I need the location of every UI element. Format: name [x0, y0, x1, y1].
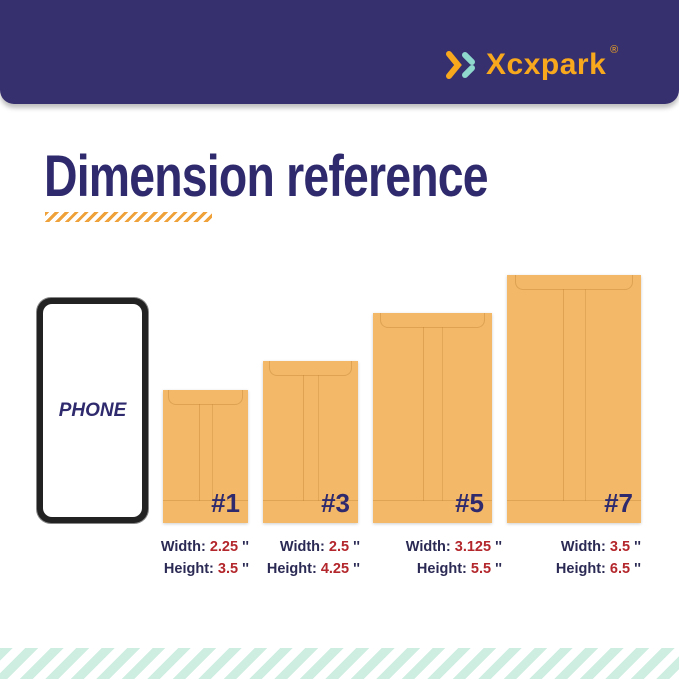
- dimensions-1: Width: 2.25 '' Height: 3.5 '': [160, 539, 249, 577]
- title-underline: [45, 212, 212, 222]
- envelope-number: #5: [455, 488, 484, 518]
- phone-illustration: PHONE: [37, 298, 148, 523]
- envelope-3: #3: [263, 361, 358, 523]
- page-title: Dimension reference: [44, 144, 489, 209]
- phone-label: PHONE: [58, 399, 127, 421]
- decorative-stripes: [0, 648, 679, 679]
- header-band: Xcxpark ®: [0, 0, 679, 104]
- envelope-number: #7: [604, 488, 633, 518]
- envelope-7: #7: [507, 275, 641, 523]
- dimensions-5: Width: 3.125 '' Height: 5.5 '': [405, 539, 502, 577]
- dimensions-3: Width: 2.5 '' Height: 4.25 '': [266, 539, 360, 577]
- registered-mark: ®: [610, 44, 619, 56]
- x-logo-icon: [446, 51, 475, 79]
- envelope-1: #1: [163, 390, 248, 523]
- envelope-5: #5: [373, 313, 492, 523]
- dimensions-7: Width: 3.5 '' Height: 6.5 '': [555, 539, 641, 577]
- envelope-number: #1: [211, 488, 240, 518]
- brand-name: Xcxpark: [486, 48, 607, 81]
- brand-logo: Xcxpark ®: [446, 44, 618, 82]
- envelope-number: #3: [321, 488, 350, 518]
